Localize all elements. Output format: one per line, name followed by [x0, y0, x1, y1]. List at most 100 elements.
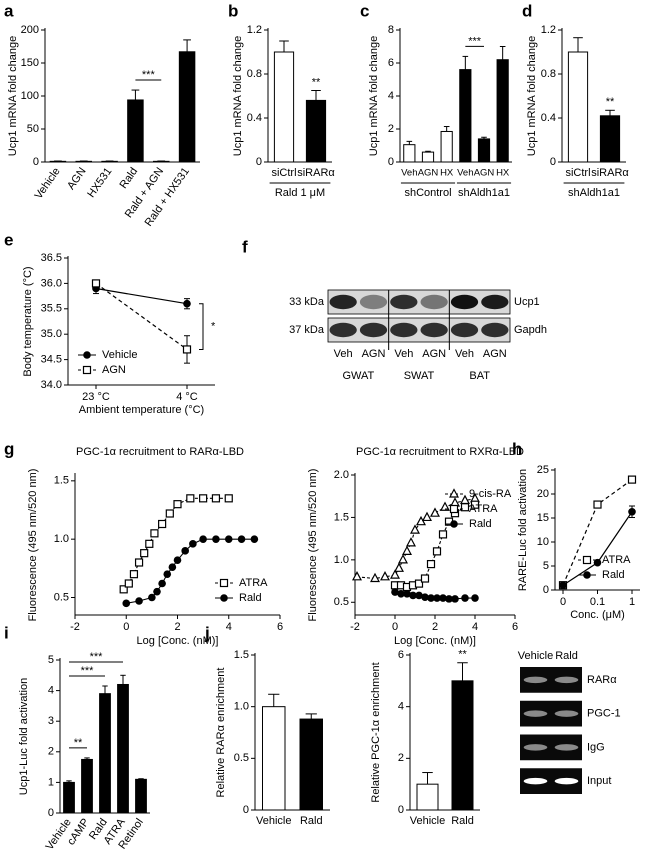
- point: [593, 500, 602, 509]
- point: [409, 591, 417, 600]
- bar: [599, 115, 621, 163]
- group-label: SWAT: [404, 370, 435, 382]
- x-tick-label: AGN: [65, 165, 89, 191]
- y-tick-label: 5: [48, 654, 54, 666]
- x-tick-label: 4 °C: [176, 391, 198, 403]
- y-axis-label: Ucp1 mRNA fold change: [368, 36, 380, 156]
- y-tick-label: 0: [398, 804, 404, 816]
- point: [410, 524, 420, 534]
- x-tick-label: Rald: [451, 815, 474, 827]
- y-tick-label: 1.5: [334, 511, 349, 523]
- bar: [440, 130, 453, 163]
- point: [173, 556, 182, 564]
- gel-row-label: RARα: [587, 674, 617, 686]
- bar: [262, 706, 286, 811]
- series-line: [123, 497, 229, 590]
- y-tick-label: 2: [398, 752, 404, 764]
- y-tick-label: 34.5: [41, 354, 62, 366]
- point: [427, 594, 435, 602]
- panel-letter: b: [228, 1, 238, 20]
- lane-label: Veh: [455, 348, 474, 360]
- point: [397, 589, 405, 598]
- x-tick-label: AGN: [474, 168, 495, 179]
- point: [140, 549, 149, 558]
- point: [380, 571, 390, 581]
- blot-band: [420, 294, 448, 310]
- panel-letter: c: [360, 1, 369, 20]
- legend-marker: [449, 488, 459, 498]
- point: [460, 503, 470, 512]
- gel-band: [554, 777, 579, 785]
- point: [189, 540, 197, 548]
- y-tick-label: 4: [388, 90, 394, 102]
- point: [181, 547, 189, 555]
- legend-label: Rald: [602, 569, 625, 581]
- y-tick-label: 1: [48, 776, 54, 788]
- bar: [459, 69, 472, 163]
- bar: [403, 144, 416, 163]
- x-tick-label: -2: [350, 621, 360, 633]
- y-tick-label: 200: [21, 24, 39, 36]
- bar: [416, 783, 439, 811]
- gel-band: [523, 710, 548, 717]
- x-tick-label: -2: [70, 621, 80, 633]
- x-tick-label: siRARα: [297, 167, 335, 179]
- band-label: Ucp1: [514, 296, 540, 308]
- legend-label: Vehicle: [102, 349, 137, 361]
- bar: [305, 99, 327, 163]
- y-axis-label: Ucp1-Luc fold activation: [18, 678, 30, 795]
- x-tick-label: Vehicle: [410, 815, 445, 827]
- significance: ***: [468, 35, 482, 47]
- panel-letter: a: [4, 1, 14, 20]
- point: [352, 571, 362, 581]
- x-tick-label: siCtrl: [565, 167, 590, 179]
- panel-letter: f: [242, 237, 248, 256]
- y-axis-label: RARE-Luc fold activation: [517, 469, 529, 591]
- x-tick-label: HX: [496, 168, 510, 179]
- x-tick-label: AGN: [418, 168, 439, 179]
- y-axis-label: Relative RARα enrichment: [215, 668, 227, 798]
- group-label: BAT: [469, 370, 490, 382]
- y-tick-label: 20: [537, 488, 549, 500]
- y-axis-label: Relative PGC-1α enrichment: [370, 662, 382, 802]
- series-line: [95, 287, 188, 305]
- y-tick-label: 1.5: [54, 475, 69, 487]
- y-tick-label: 0: [48, 807, 54, 819]
- x-axis-label: Ambient temperature (°C): [79, 404, 204, 416]
- legend-label: 9-cis-RA: [469, 488, 512, 500]
- y-tick-label: 4: [398, 701, 404, 713]
- point: [461, 594, 469, 602]
- blot-band: [359, 294, 388, 310]
- y-tick-label: 1.0: [54, 533, 69, 545]
- x-tick-label: Veh: [401, 168, 417, 179]
- point: [250, 535, 259, 543]
- x-tick-label: siRARα: [591, 167, 629, 179]
- point: [122, 599, 131, 608]
- point: [593, 558, 602, 567]
- point: [183, 299, 191, 308]
- group-label: shAldh1a1: [568, 187, 620, 199]
- group-label: shControl: [404, 187, 451, 199]
- bar: [451, 680, 474, 811]
- point: [445, 595, 453, 603]
- y-tick-label: 150: [21, 57, 39, 69]
- legend-label: AGN: [102, 364, 126, 376]
- gel-band: [554, 744, 579, 751]
- x-tick-label: HX531: [85, 166, 114, 200]
- blot-band: [390, 294, 418, 310]
- y-tick-label: 100: [21, 90, 39, 102]
- point: [134, 558, 144, 567]
- x-tick-label: Rald: [117, 166, 140, 191]
- point: [391, 588, 399, 596]
- legend-marker: [220, 594, 228, 602]
- x-tick-label: Vehicle: [33, 166, 63, 202]
- y-tick-label: 0: [256, 156, 262, 168]
- y-tick-label: 0.5: [54, 591, 69, 603]
- point: [414, 579, 424, 588]
- y-axis-label: Ucp1 mRNA fold change: [526, 36, 538, 156]
- bar: [81, 758, 93, 814]
- point: [158, 519, 167, 529]
- point: [224, 494, 233, 503]
- x-tick-label: 0: [560, 596, 566, 608]
